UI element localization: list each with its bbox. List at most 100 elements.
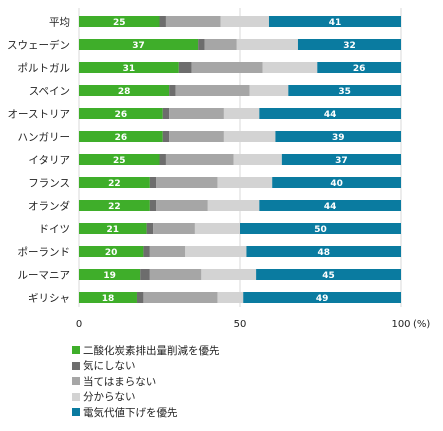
category-label: ハンガリー [18, 132, 71, 144]
bar-segment [256, 269, 401, 280]
data-label: 45 [322, 271, 335, 281]
bar-segment [79, 39, 199, 50]
legend-item: 分からない [72, 390, 220, 404]
data-label: 21 [107, 225, 120, 235]
bar-segment [159, 154, 166, 165]
bar-segment [79, 85, 170, 96]
category-label: ポルトガル [18, 63, 71, 75]
bar-segment [243, 292, 401, 303]
data-label: 44 [324, 110, 337, 120]
data-label: 48 [317, 248, 330, 258]
data-label: 20 [105, 248, 118, 258]
bar-segment [185, 246, 247, 257]
category-label: 平均 [49, 17, 70, 29]
bar-segment [162, 131, 170, 142]
bar-segment [246, 246, 401, 257]
bar-segment [178, 62, 192, 73]
bar-segment [149, 177, 157, 188]
bar-segment [288, 85, 401, 96]
data-label: 37 [335, 156, 348, 166]
bar-segment [149, 269, 202, 280]
bar-segment [233, 154, 282, 165]
category-label: スペイン [29, 86, 70, 98]
data-label: 22 [108, 202, 121, 212]
bar-segment [262, 62, 318, 73]
bar-segment [79, 154, 160, 165]
data-label: 40 [330, 179, 343, 189]
bar-segment [217, 177, 273, 188]
data-labels: 25 41 37 32 31 26 28 35 26 44 26 39 25 37 22 40 22 44 21 50… [102, 18, 366, 304]
bar-segments [79, 16, 401, 303]
bar-segment [79, 16, 160, 27]
x-axis-unit: (%) [413, 319, 430, 330]
bar-segment [268, 16, 401, 27]
data-label: 35 [338, 87, 351, 97]
data-label: 50 [314, 225, 327, 235]
x-tick-label: 50 [234, 319, 247, 330]
bar-segment [165, 154, 234, 165]
data-label: 26 [353, 64, 366, 74]
data-label: 26 [115, 110, 128, 120]
bar-segment [156, 177, 218, 188]
bar-segment [220, 16, 269, 27]
bar-segment [153, 223, 195, 234]
category-labels: 平均スウェーデンポルトガルスペインオーストリアハンガリーイタリアフランスオランダ… [7, 17, 70, 305]
data-label: 32 [343, 41, 356, 51]
bar-segment [156, 200, 208, 211]
category-label: ルーマニア [18, 270, 71, 282]
bar-segment [317, 62, 401, 73]
category-label: ドイツ [39, 224, 71, 236]
bar-segment [297, 39, 401, 50]
bar-segment [159, 16, 166, 27]
category-label: イタリア [28, 155, 70, 167]
bar-segment [169, 85, 176, 96]
bar-segment [259, 200, 401, 211]
category-label: ギリシャ [28, 293, 70, 305]
bar-segment [194, 223, 240, 234]
legend-label: 気にしない [83, 360, 136, 372]
bar-segment [169, 108, 224, 119]
x-tick-label: 0 [76, 319, 82, 330]
bar-segment [198, 39, 205, 50]
bar-segment [143, 246, 150, 257]
legend-label: 当てはまらない [83, 375, 157, 388]
data-label: 41 [329, 18, 342, 28]
bar-segment [240, 223, 401, 234]
legend-swatch [72, 392, 80, 401]
bar-segment [272, 177, 401, 188]
bar-segment [175, 85, 250, 96]
legend-swatch [72, 408, 80, 416]
bar-segment [79, 131, 163, 142]
bar-segment [275, 131, 401, 142]
category-label: フランス [28, 178, 70, 190]
legend-swatch [72, 346, 80, 354]
category-label: オランダ [28, 200, 70, 213]
legend-label: 二酸化炭素排出量削減を優先 [83, 344, 220, 357]
data-label: 49 [316, 294, 329, 304]
data-label: 28 [118, 87, 131, 97]
data-label: 22 [108, 179, 121, 189]
data-label: 37 [132, 41, 145, 51]
data-label: 25 [113, 156, 126, 166]
bar-segment [79, 177, 150, 188]
bar-segment [162, 108, 170, 119]
legend-item: 二酸化炭素排出量削減を優先 [72, 343, 220, 357]
category-label: スウェーデン [7, 39, 70, 52]
bar-segment [149, 246, 186, 257]
legend-swatch [72, 377, 80, 385]
x-tick-label: 100 [391, 319, 410, 330]
legend-item: 電気代値下げを優先 [72, 405, 220, 419]
legend-label: 電気代値下げを優先 [83, 406, 178, 419]
bar-segment [79, 292, 137, 303]
category-label: オーストリア [8, 109, 70, 121]
bar-segment [217, 292, 244, 303]
bar-segment [223, 131, 276, 142]
stacked-bar-chart: 25 41 37 32 31 26 28 35 26 44 26 39 25 37 22 40 22 44 21 50… [7, 8, 430, 330]
bar-segment [281, 154, 401, 165]
bar-segment [79, 269, 141, 280]
bar-segment [79, 223, 147, 234]
bar-segment [79, 108, 163, 119]
bar-segment [259, 108, 401, 119]
bar-segment [204, 39, 237, 50]
legend-swatch [72, 361, 80, 370]
